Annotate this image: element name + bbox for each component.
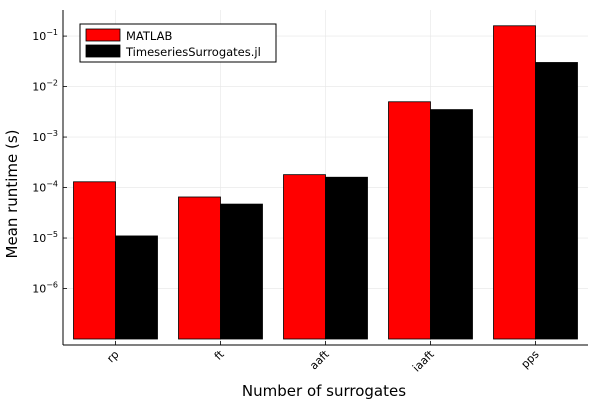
bar-timeseriessurrogates-jl-pps bbox=[535, 62, 578, 340]
bar-matlab-ft bbox=[178, 196, 221, 340]
bar-timeseriessurrogates-jl-ft bbox=[220, 203, 263, 340]
y-tick-label: 10−5 bbox=[32, 230, 58, 245]
y-tick-label: 10−4 bbox=[32, 180, 58, 195]
legend-swatch-matlab bbox=[85, 28, 121, 42]
bar-matlab-aaft bbox=[283, 174, 326, 340]
y-tick-exponent: −6 bbox=[46, 281, 58, 290]
bar-timeseriessurrogates-jl-rp bbox=[115, 235, 158, 340]
y-axis-title: Mean runtime (s) bbox=[3, 130, 21, 259]
legend-label-timeseriessurrogates: TimeseriesSurrogates.jl bbox=[125, 45, 261, 59]
x-axis-title: Number of surrogates bbox=[242, 382, 406, 400]
bar-timeseriessurrogates-jl-iaaft bbox=[430, 109, 473, 340]
y-tick-label: 10−2 bbox=[32, 79, 58, 94]
y-tick-label: 10−3 bbox=[32, 129, 58, 144]
y-tick-exponent: −4 bbox=[46, 180, 58, 189]
y-tick-base: 10 bbox=[32, 81, 46, 94]
bar-matlab-rp bbox=[73, 181, 116, 340]
bar-timeseriessurrogates-jl-aaft bbox=[325, 176, 368, 340]
y-tick-exponent: −5 bbox=[46, 230, 58, 239]
y-tick-base: 10 bbox=[32, 131, 46, 144]
y-tick-base: 10 bbox=[32, 283, 46, 296]
legend-swatch-timeseriessurrogates bbox=[85, 44, 121, 58]
bars bbox=[73, 25, 578, 340]
y-tick-base: 10 bbox=[32, 30, 46, 43]
legend: MATLAB TimeseriesSurrogates.jl bbox=[79, 23, 277, 63]
y-tick-label: 10−1 bbox=[32, 28, 58, 43]
legend-label-matlab: MATLAB bbox=[126, 29, 172, 43]
y-tick-exponent: −3 bbox=[46, 129, 58, 138]
y-tick-exponent: −2 bbox=[46, 79, 58, 88]
y-tick-labels: 10−610−510−410−310−210−1 bbox=[32, 28, 67, 296]
bar-matlab-pps bbox=[493, 25, 536, 340]
y-tick-base: 10 bbox=[32, 232, 46, 245]
y-tick-base: 10 bbox=[32, 182, 46, 195]
y-tick-exponent: −1 bbox=[46, 28, 58, 37]
y-tick-label: 10−6 bbox=[32, 281, 58, 296]
bar-matlab-iaaft bbox=[388, 101, 431, 340]
